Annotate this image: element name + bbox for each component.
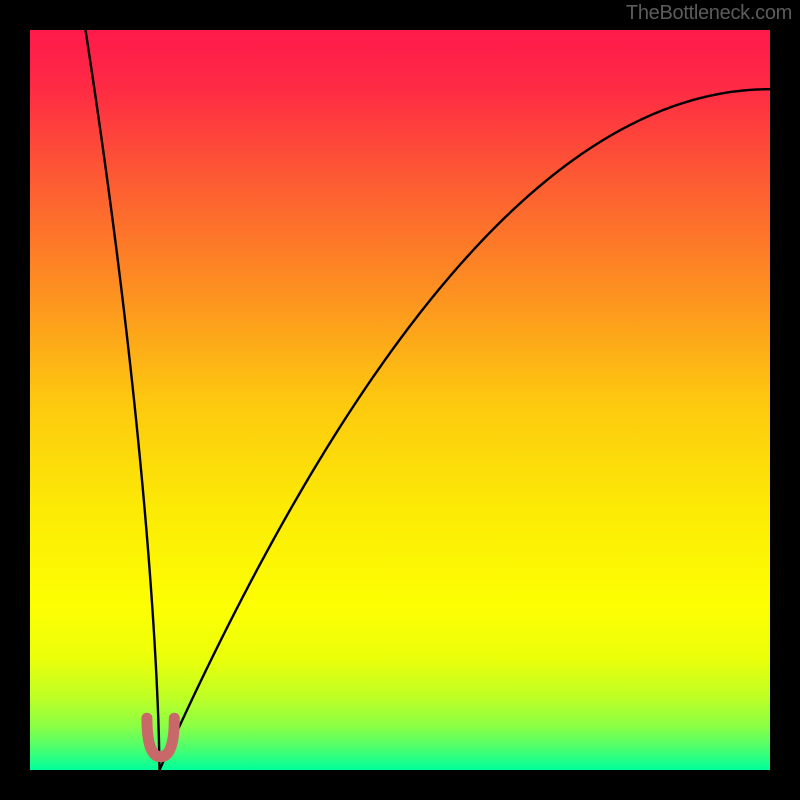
watermark-label: TheBottleneck.com	[626, 2, 792, 25]
curve-line	[86, 30, 771, 770]
bottleneck-curve	[30, 30, 770, 770]
chart-frame: TheBottleneck.com	[0, 0, 800, 800]
cusp-marker	[147, 718, 174, 756]
plot-area	[30, 30, 770, 770]
